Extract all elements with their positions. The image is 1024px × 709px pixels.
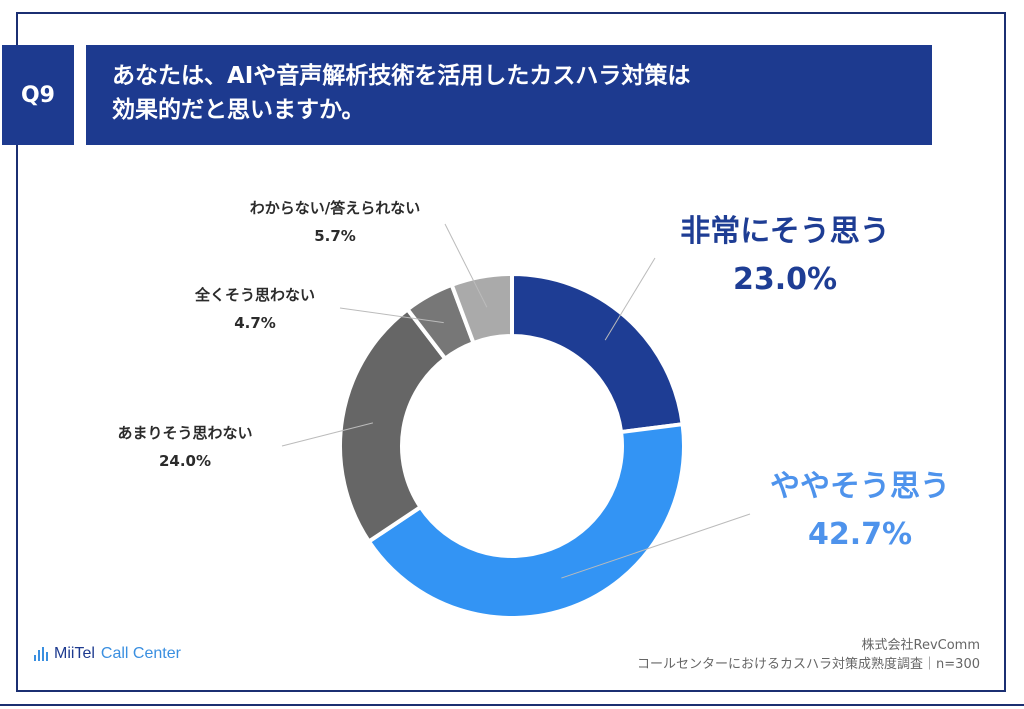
question-title-line2: 効果的だと思いますか。 [112,97,365,123]
question-title: あなたは、AIや音声解析技術を活用したカスハラ対策は 効果的だと思いますか。 [86,45,932,145]
label-hijou-name: 非常にそう思う [680,214,890,249]
miitel-logo: MiiTel Call Center [34,645,181,663]
label-yaya-name: ややそう思う [770,469,950,504]
label-hijou-pct: 23.0% [732,262,838,297]
label-yaya: ややそう思う 42.7% [740,467,980,555]
label-hijou: 非常にそう思う 23.0% [650,212,920,300]
label-wakaranai-name: わからない/答えられない [249,199,421,217]
label-mattaku: 全くそう思わない 4.7% [165,285,345,333]
bottom-rule [0,704,1024,706]
leader-mattaku [339,307,444,324]
label-yaya-pct: 42.7% [807,517,913,552]
question-number: Q9 [2,45,74,145]
label-wakaranai: わからない/答えられない 5.7% [215,198,455,246]
logo-sub: Call Center [100,645,181,662]
leader-yaya [561,513,751,579]
question-title-line1: あなたは、AIや音声解析技術を活用したカスハラ対策は [112,63,691,89]
label-amari-pct: 24.0% [158,452,212,470]
leader-amari [281,422,374,447]
leader-wakaranai [444,223,488,308]
label-wakaranai-pct: 5.7% [314,227,356,245]
sound-wave-icon [34,647,48,661]
source-company: 株式会社RevComm [861,638,981,653]
label-amari-name: あまりそう思わない [117,424,253,442]
logo-brand: MiiTel [54,645,95,662]
slice-amari [338,306,448,545]
label-mattaku-name: 全くそう思わない [194,286,315,304]
label-mattaku-pct: 4.7% [234,314,276,332]
leader-hijou [604,257,656,341]
slice-wakaranai [449,271,514,346]
label-amari: あまりそう思わない 24.0% [95,423,275,471]
slice-yaya [366,421,686,620]
source-note: 株式会社RevComm コールセンターにおけるカスハラ対策成熟度調査｜n=300 [637,636,980,674]
source-survey: コールセンターにおけるカスハラ対策成熟度調査｜n=300 [637,657,980,672]
